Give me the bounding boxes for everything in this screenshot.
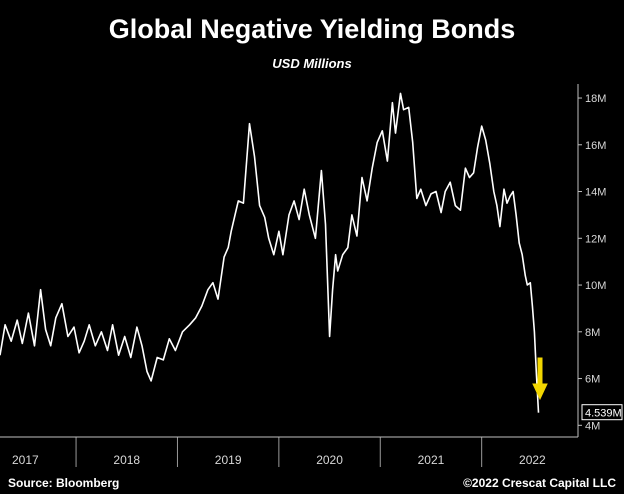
x-axis-ticks: 2017 2018 2019 2020 2021 2022	[12, 453, 546, 467]
y-tick-label: 4M	[585, 420, 600, 432]
x-tick-label: 2020	[316, 453, 343, 467]
chart-title: Global Negative Yielding Bonds	[109, 14, 516, 44]
x-tick-label: 2018	[113, 453, 140, 467]
chart-subtitle: USD Millions	[272, 56, 351, 71]
x-tick-label: 2017	[12, 453, 39, 467]
x-tick-label: 2021	[418, 453, 445, 467]
y-tick-label: 10M	[585, 280, 606, 292]
last-value-marker: 4.539M	[581, 404, 623, 421]
x-tick-label: 2022	[519, 453, 546, 467]
y-axis-ticks: 4M 6M 8M 10M 12M 14M 16M 18M	[578, 93, 606, 432]
y-tick-label: 6M	[585, 374, 600, 386]
y-tick-label: 12M	[585, 233, 606, 245]
last-value-box	[581, 404, 623, 421]
series-line	[0, 92, 540, 413]
y-tick-label: 8M	[585, 327, 600, 339]
footer-copyright: ©2022 Crescat Capital LLC	[463, 476, 616, 490]
y-tick-label: 18M	[585, 93, 606, 105]
y-tick-label: 14M	[585, 187, 606, 199]
footer-source: Source: Bloomberg	[8, 476, 119, 490]
down-arrow-icon	[532, 357, 548, 401]
last-value-label: 4.539M	[585, 408, 622, 420]
y-tick-label: 16M	[585, 140, 606, 152]
x-year-separators	[75, 437, 483, 467]
x-tick-label: 2019	[215, 453, 242, 467]
